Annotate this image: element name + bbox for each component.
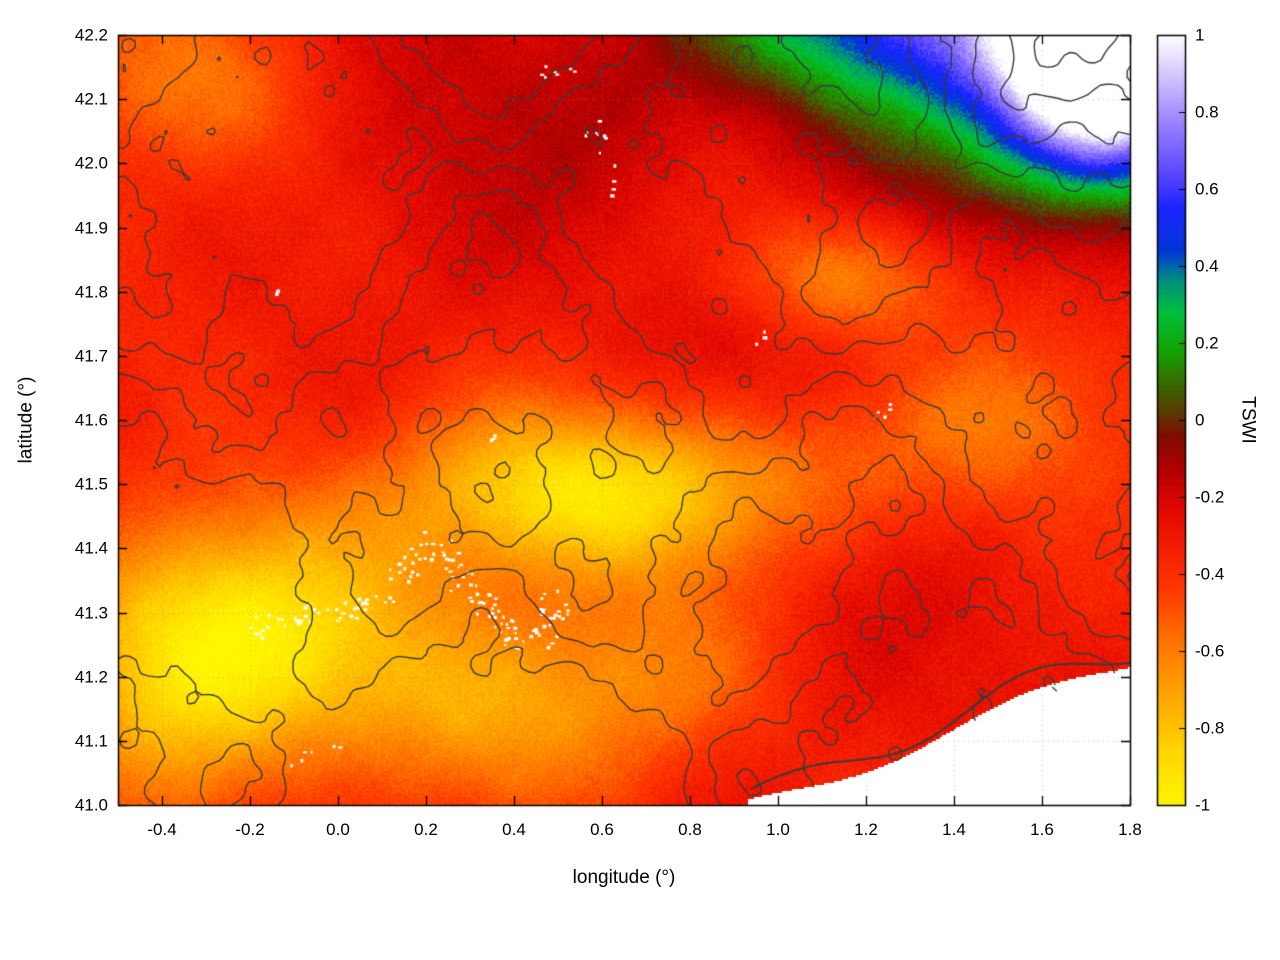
colorbar-tick-label: -0.6 [1195,641,1225,661]
y-tick-label: 41.6 [74,410,108,430]
x-tick-label: 1.4 [942,820,966,839]
x-tick-label: 1.2 [854,820,878,839]
y-tick-label: 42.1 [74,89,108,109]
colorbar-tick-label: -0.8 [1195,718,1225,738]
y-tick-label: 41.3 [74,603,108,622]
x-tick-label: -0.4 [147,820,177,839]
y-tick-label: 41.4 [74,538,108,558]
colorbar-tick-label: 0 [1195,410,1205,430]
colorbar-tick-label: 1 [1195,25,1205,45]
y-axis-label: latitude (°) [15,376,37,464]
colorbar-tick-label: 0.6 [1195,179,1219,199]
colorbar-label: TSWI [1237,396,1259,444]
x-tick-label: 0.0 [326,820,350,839]
x-tick-label: 0.8 [678,820,702,839]
y-tick-label: 41.5 [74,474,108,494]
x-tick-label: 1.8 [1118,820,1142,839]
colorbar-tick-label: 0.8 [1195,102,1219,122]
y-tick-label: 41.8 [74,282,108,302]
x-tick-label: -0.2 [235,820,265,839]
x-tick-label: 1.0 [766,820,790,839]
x-tick-label: 0.6 [590,820,614,839]
colorbar-tick-label: -0.2 [1195,487,1225,507]
y-tick-label: 41.2 [74,667,108,687]
x-axis-label: longitude (°) [572,867,676,888]
y-tick-label: 41.9 [74,218,108,237]
y-tick-label: 41.1 [74,731,108,751]
y-tick-label: 41.7 [74,346,108,366]
y-tick-label: 41.0 [74,795,108,815]
colorbar-tick-label: -1 [1195,795,1211,815]
colorbar-tick-label: -0.4 [1195,564,1225,584]
x-tick-label: 0.2 [414,820,438,839]
y-tick-label: 42.0 [74,153,108,173]
colorbar-tick-label: 0.2 [1195,333,1219,353]
x-tick-label: 1.6 [1030,820,1054,839]
x-tick-label: 0.4 [502,820,526,839]
y-tick-label: 42.2 [74,25,108,45]
colorbar-tick-label: 0.4 [1195,256,1219,276]
